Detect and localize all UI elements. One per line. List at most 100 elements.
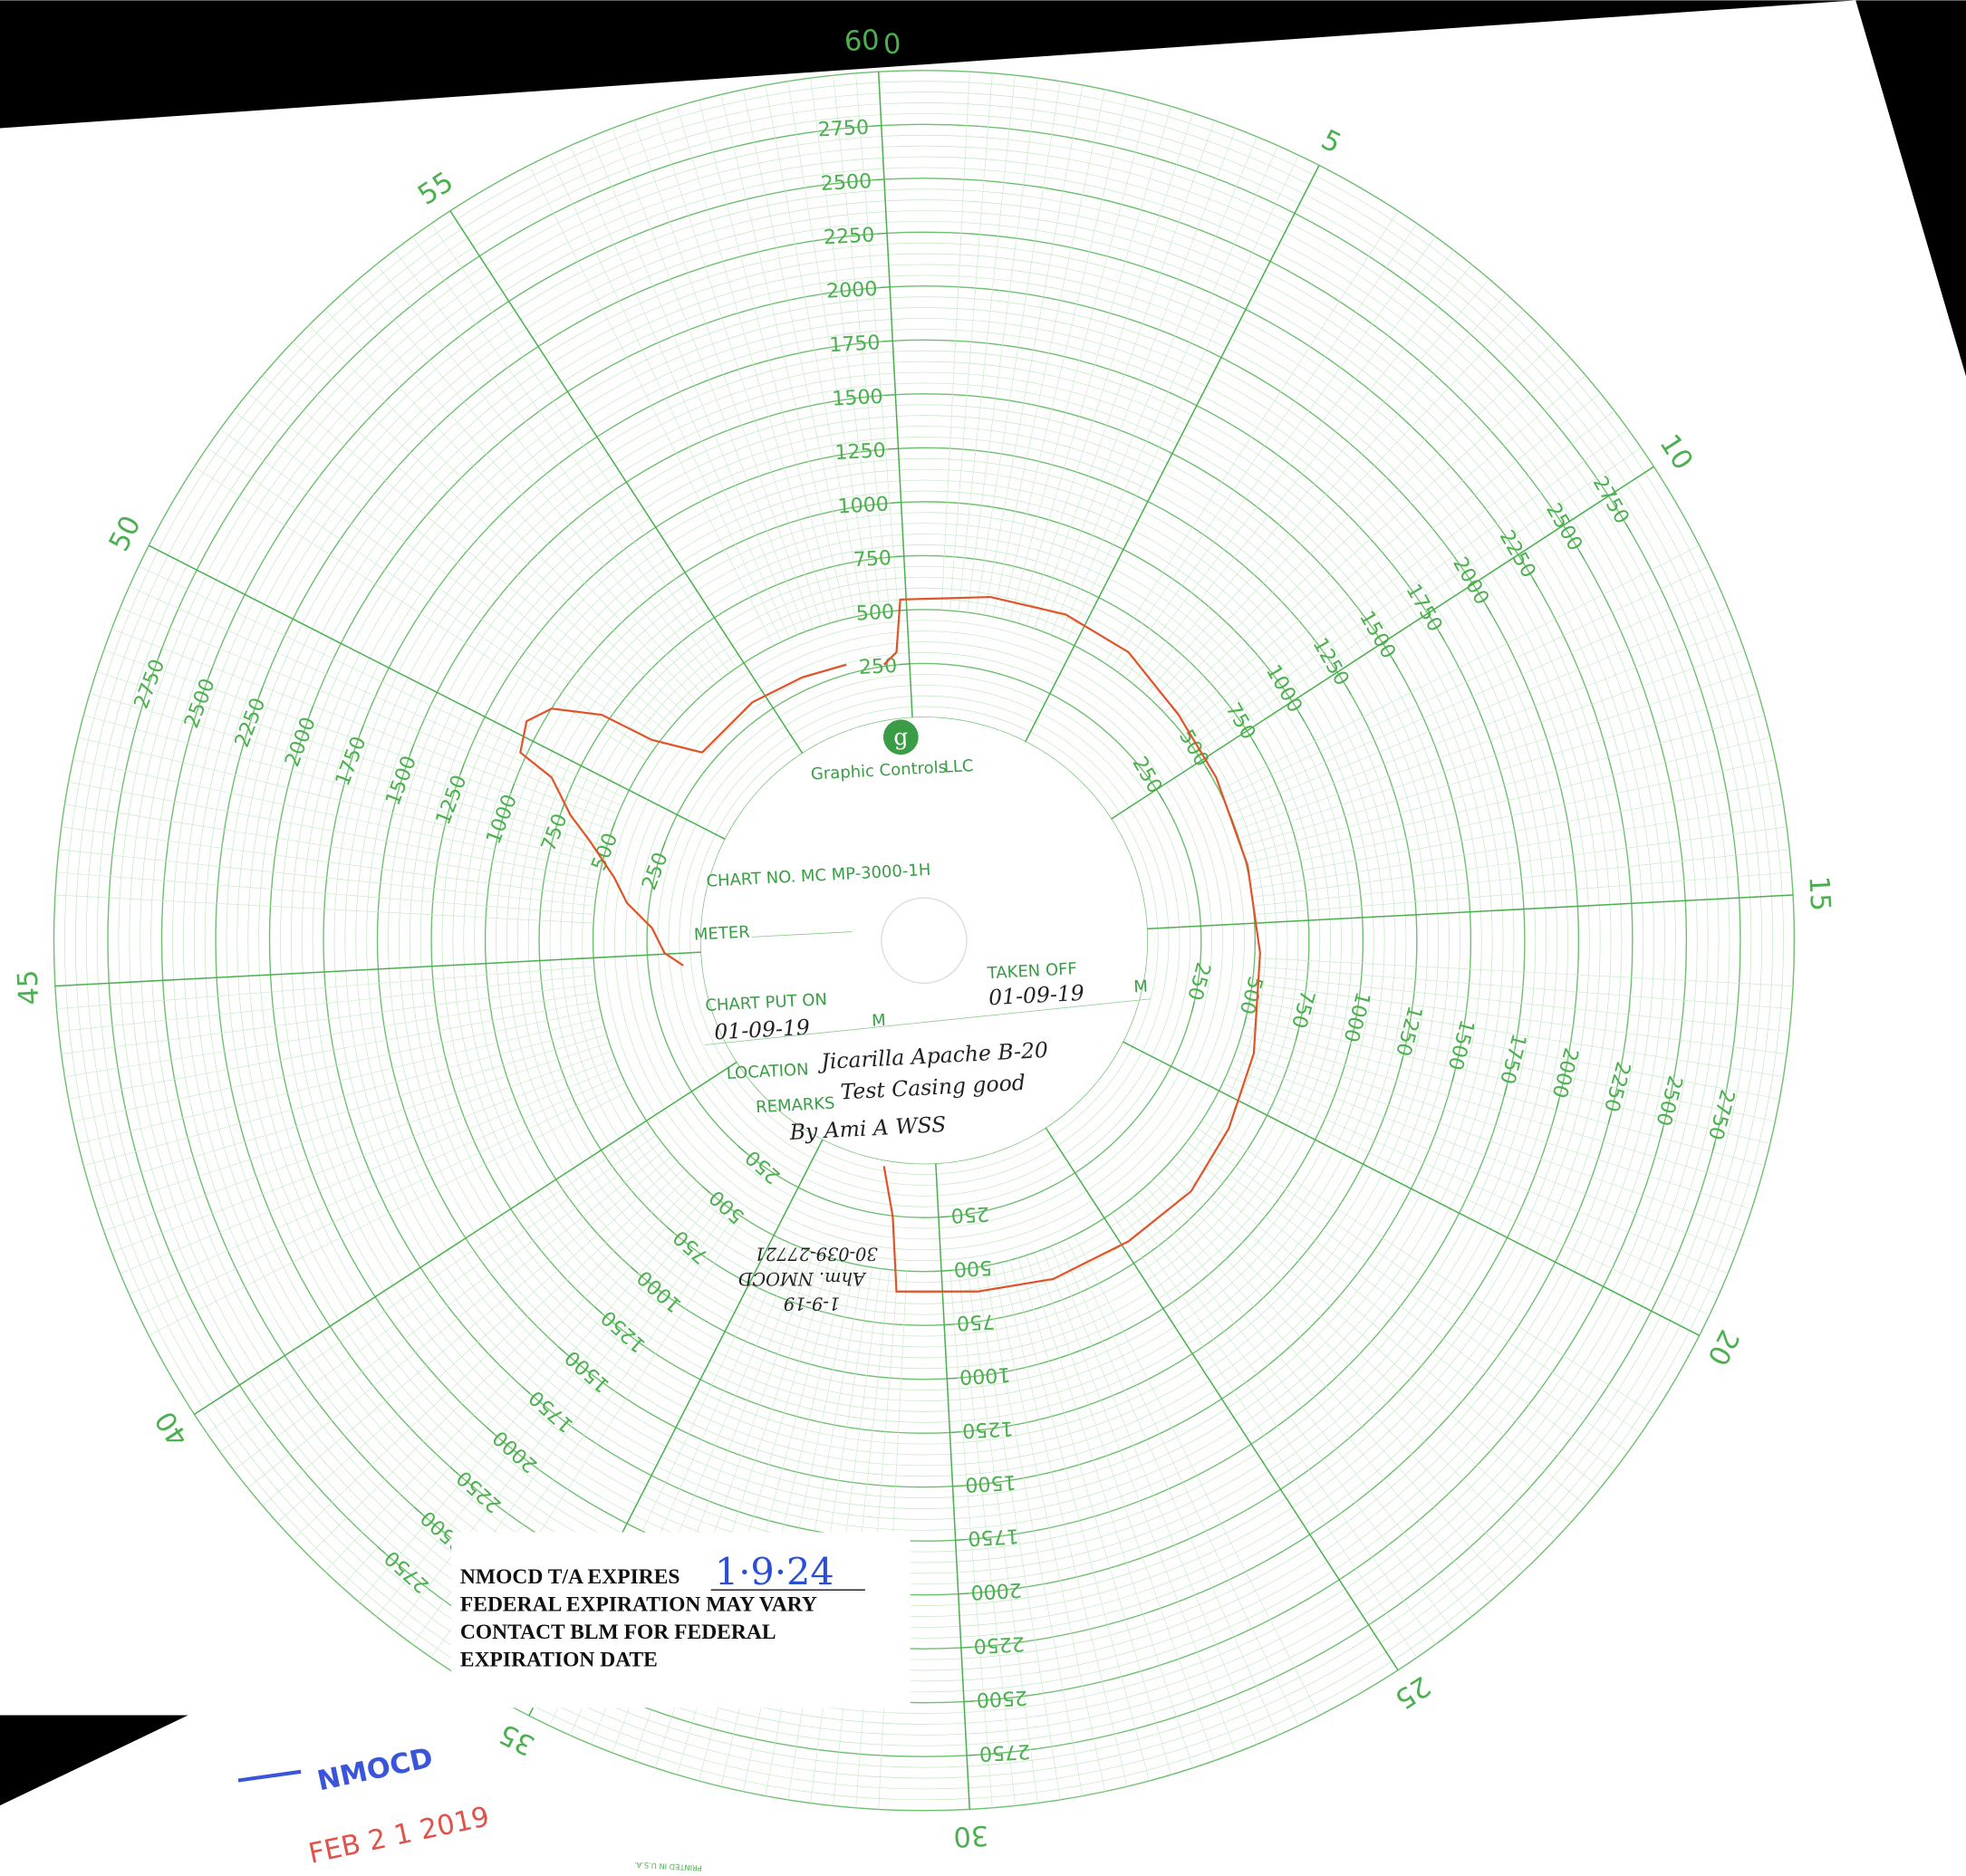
radial-line [1111, 223, 1418, 669]
scale-dash [666, 1226, 675, 1234]
note-line: Ahm. NMOCD [737, 1268, 867, 1289]
radial-line [1111, 466, 1654, 820]
radial-line [992, 1264, 1105, 1792]
radial-line [207, 1127, 652, 1434]
pressure-label: 2500 [820, 169, 872, 196]
radial-line [810, 77, 882, 613]
expiry-box [451, 1532, 911, 1708]
radial-line [1186, 1141, 1615, 1471]
scale-dash [873, 178, 884, 181]
radial-line [129, 1074, 622, 1295]
scale-dash [880, 286, 891, 288]
radial-line [1017, 106, 1172, 624]
scale-dash [510, 783, 516, 794]
radial-line [833, 75, 891, 611]
pressure-label: 2250 [823, 223, 875, 249]
scale-dash [1243, 1015, 1248, 1026]
radial-line [77, 736, 602, 864]
radial-line [324, 1180, 697, 1573]
radial-line [1000, 1262, 1128, 1787]
radial-line [54, 894, 594, 924]
radial-line [393, 1202, 723, 1631]
scale-dash [896, 609, 907, 611]
meter-label: METER [693, 922, 750, 944]
radial-line [233, 410, 662, 740]
radial-line [1034, 1252, 1215, 1761]
scale-dash [486, 1426, 495, 1434]
radial-line [1058, 1242, 1278, 1736]
pressure-label: 1500 [965, 1470, 1017, 1496]
expiry-label: NMOCD T/A EXPIRES [460, 1565, 680, 1589]
scan-border [1855, 0, 1966, 377]
radial-line [1253, 975, 1790, 1033]
radial-line [1196, 1127, 1642, 1434]
logo-suffix: LLC [943, 756, 974, 777]
radial-line [233, 1141, 662, 1471]
radial-line [1196, 447, 1642, 754]
radial-line [56, 871, 594, 915]
radial-line [1254, 957, 1794, 986]
expiry-line: FEDERAL EXPIRATION MAY VARY [460, 1593, 817, 1617]
radial-line [376, 1197, 717, 1617]
radial-line [247, 392, 668, 733]
scale-dash [960, 1646, 971, 1649]
radial-line [1103, 210, 1399, 664]
radial-line [984, 84, 1084, 616]
scale-dash [1485, 604, 1492, 614]
radial-line [742, 89, 856, 617]
radial-line [967, 1268, 1038, 1804]
radial-line [958, 1269, 1016, 1806]
radial-line [83, 715, 605, 856]
scale-dash [944, 1323, 955, 1326]
radial-line [72, 759, 601, 872]
radial-line [1132, 264, 1472, 684]
scale-dash [1205, 765, 1211, 775]
pressure-label: 1500 [832, 385, 884, 411]
radial-line [1009, 100, 1150, 621]
scale-dash [1251, 738, 1258, 749]
radial-line [1026, 112, 1194, 626]
radial-line [103, 1050, 612, 1232]
radial-line [1065, 155, 1299, 642]
radial-line [720, 94, 848, 620]
scale-dash [876, 232, 888, 235]
radial-line [949, 1270, 993, 1808]
radial-line [1222, 1082, 1710, 1316]
radial-line [1132, 1197, 1472, 1617]
radial-line [1246, 1017, 1770, 1144]
location-label: LOCATION [726, 1060, 809, 1083]
scale-dash [410, 744, 415, 755]
radial-line [1042, 128, 1237, 632]
radial-line [77, 1017, 602, 1144]
scale-dash [1607, 1113, 1612, 1124]
radial-line [1111, 1213, 1418, 1658]
radial-line [1249, 1000, 1780, 1100]
scale-dash [1439, 630, 1445, 641]
radial-line [528, 165, 775, 646]
radial-line [975, 81, 1061, 614]
radial-line [1045, 1127, 1399, 1671]
radial-line [1170, 358, 1571, 720]
radial-line [1025, 165, 1320, 743]
radial-line [68, 781, 599, 881]
scale-dash [1298, 712, 1305, 722]
radial-line [61, 826, 596, 898]
radial-line [1138, 278, 1489, 689]
radial-line [1249, 781, 1780, 881]
minute-label-group: 15 [1802, 875, 1836, 912]
minute-label-group: 45 [13, 969, 46, 1006]
minute-label: 30 [952, 1819, 989, 1852]
scale-dash [309, 706, 314, 716]
stamp-stroke [237, 1769, 302, 1783]
radial-line [591, 136, 798, 635]
radial-line [129, 586, 622, 806]
radial-line [247, 1148, 668, 1488]
scale-dash [1344, 685, 1352, 695]
radial-line [58, 849, 595, 907]
pressure-label: 1000 [959, 1362, 1011, 1389]
scale-dash [949, 1431, 960, 1433]
radial-line [103, 649, 612, 831]
radial-line [1232, 1058, 1737, 1253]
radial-line [120, 1066, 619, 1275]
